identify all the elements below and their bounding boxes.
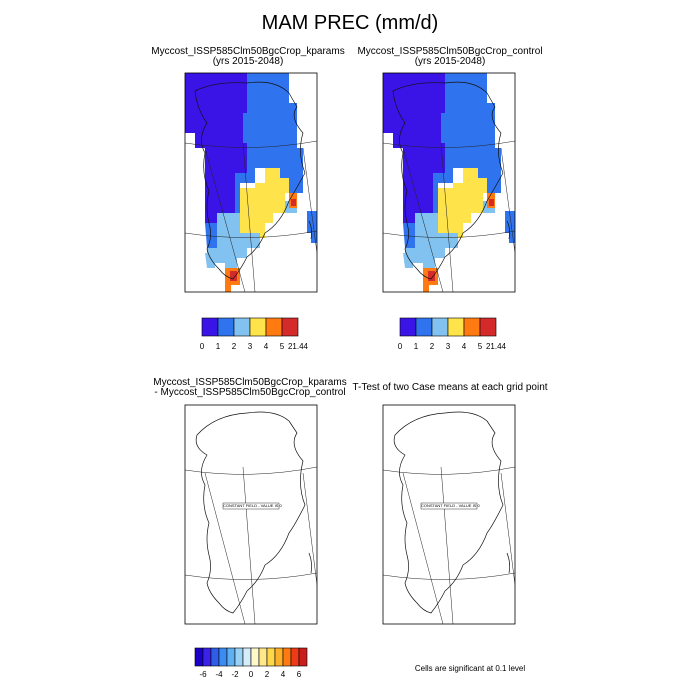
colorbar-swatch: [210, 647, 220, 667]
panel2-title-line1: Myccost_ISSP585Clm50BgcCrop_control: [357, 46, 543, 57]
panel3-constant-field-note: CONSTANT FIELD - VALUE IS 0: [223, 503, 282, 508]
colorbar-tick-label: 1: [413, 342, 419, 351]
panel4-ttest-map: [382, 404, 516, 625]
panel3-difference-map: [184, 404, 318, 625]
precip-cell-region-0-1: [185, 73, 247, 223]
precip-cell-region-3-4: [438, 168, 487, 238]
colorbar-tick-label: 3: [247, 342, 253, 351]
colorbar-swatch: [290, 647, 300, 667]
colorbar-swatch: [282, 647, 292, 667]
difference-colorbar: [194, 647, 308, 667]
colorbar-tick-label: 1: [215, 342, 221, 351]
colorbar-tick-label: 0: [397, 342, 403, 351]
colorbar-swatch: [265, 317, 283, 337]
colorbar-swatch: [298, 647, 308, 667]
colorbar-tick-label: 4: [280, 670, 286, 679]
panel3-title-line2: - Myccost_ISSP585Clm50BgcCrop_control: [154, 387, 346, 398]
colorbar-tick-label: 2: [429, 342, 435, 351]
colorbar-swatch: [249, 317, 267, 337]
colorbar-swatch: [234, 647, 244, 667]
colorbar-swatch: [201, 317, 219, 337]
colorbar-swatch: [274, 647, 284, 667]
precip-cell-region-2-3: [205, 253, 215, 268]
panel3-title-line1: Myccost_ISSP585Clm50BgcCrop_kparams: [153, 377, 347, 388]
colorbar-swatch: [415, 317, 433, 337]
panel2-title: Myccost_ISSP585Clm50BgcCrop_control (yrs…: [300, 47, 600, 67]
colorbar-tick-label: 2: [231, 342, 237, 351]
precip-cell-region-2-3: [403, 253, 413, 268]
colorbar-swatch: [202, 647, 212, 667]
panel3-title: Myccost_ISSP585Clm50BgcCrop_kparams - My…: [100, 378, 400, 398]
precip-cell-region-5-21: [291, 199, 296, 206]
panel1-title: Myccost_ISSP585Clm50BgcCrop_kparams (yrs…: [98, 47, 398, 67]
colorbar-swatch: [242, 647, 252, 667]
precip-cell-region-5-21: [230, 271, 237, 281]
colorbar-tick-label: 5: [477, 342, 483, 351]
colorbar-swatch: [463, 317, 481, 337]
precip-cell-region-1-2: [403, 223, 415, 248]
precip-cell-region-2-3: [207, 213, 260, 268]
panel1-colorbar: [201, 317, 299, 337]
colorbar-swatch: [447, 317, 465, 337]
colorbar-swatch: [399, 317, 417, 337]
colorbar-tick-label: 4: [461, 342, 467, 351]
colorbar-tick-label: 2: [264, 670, 270, 679]
precip-cell-region-3-4: [240, 168, 289, 238]
colorbar-swatch: [194, 647, 204, 667]
panel1-title-line2: (yrs 2015-2048): [212, 56, 284, 67]
colorbar-swatch: [217, 317, 235, 337]
panel2-title-line2: (yrs 2015-2048): [414, 56, 486, 67]
colorbar-tick-label: 6: [296, 670, 302, 679]
colorbar-swatch: [218, 647, 228, 667]
panel4-constant-field-note: CONSTANT FIELD - VALUE IS 0: [421, 503, 480, 508]
precip-cell-region-5-21: [489, 199, 494, 206]
panel2-colorbar: [399, 317, 497, 337]
figure-title: MAM PREC (mm/d): [261, 12, 439, 34]
precip-cell-region-1-2: [205, 223, 217, 248]
colorbar-tick-label: -4: [215, 670, 223, 679]
panel4-title: T-Test of two Case means at each grid po…: [352, 382, 548, 393]
panel4-constant-field-box: [420, 502, 478, 510]
panel1-precip-map: [184, 72, 318, 293]
colorbar-tick-label: 4: [263, 342, 269, 351]
colorbar-swatch: [281, 317, 299, 337]
panel3-constant-field-box: [222, 502, 280, 510]
precip-cell-region-2-3: [405, 213, 458, 268]
precip-cell-region-0-1: [383, 73, 445, 223]
colorbar-tick-label: 0: [199, 342, 205, 351]
colorbar-tick-label: 21.44: [287, 342, 309, 351]
colorbar-swatch: [479, 317, 497, 337]
colorbar-tick-label: 21.44: [485, 342, 507, 351]
panel1-title-line1: Myccost_ISSP585Clm50BgcCrop_kparams: [151, 46, 345, 57]
colorbar-swatch: [226, 647, 236, 667]
colorbar-swatch: [266, 647, 276, 667]
colorbar-tick-label: -6: [199, 670, 207, 679]
panel2-precip-map: [382, 72, 516, 293]
colorbar-swatch: [431, 317, 449, 337]
colorbar-swatch: [233, 317, 251, 337]
colorbar-tick-label: 5: [279, 342, 285, 351]
significance-footnote: Cells are significant at 0.1 level: [414, 664, 526, 673]
precip-cell-region-5-21: [428, 271, 435, 281]
colorbar-swatch: [250, 647, 260, 667]
colorbar-tick-label: 3: [445, 342, 451, 351]
colorbar-tick-label: 0: [248, 670, 254, 679]
colorbar-tick-label: -2: [231, 670, 239, 679]
colorbar-swatch: [258, 647, 268, 667]
